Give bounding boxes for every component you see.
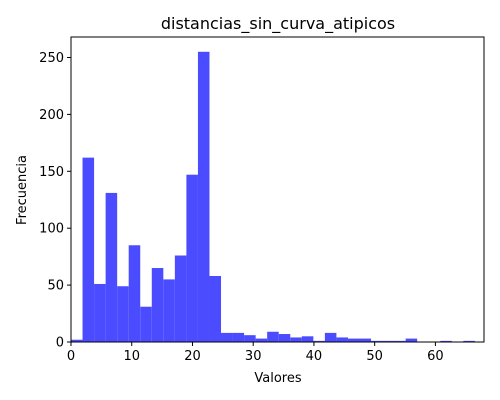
histogram-bar-20 (302, 336, 314, 342)
chart-title: distancias_sin_curva_atipicos (161, 14, 395, 34)
histogram-bar-5 (129, 245, 141, 342)
y-axis-label: Frecuencia (15, 155, 30, 225)
histogram-bar-19 (290, 337, 302, 342)
histogram-bar-4 (117, 286, 129, 342)
histogram-bar-25 (359, 339, 371, 342)
x-tick-label: 40 (306, 349, 323, 364)
histogram-bar-3 (106, 193, 118, 342)
histogram-bar-12 (209, 276, 221, 342)
y-tick-label: 150 (39, 165, 64, 180)
x-axis-label: Valores (254, 371, 301, 386)
histogram-bar-14 (233, 333, 245, 342)
histogram-bar-8 (163, 279, 175, 342)
histogram-bar-22 (325, 333, 337, 342)
x-tick-label: 0 (67, 349, 75, 364)
histogram-bar-2 (94, 284, 106, 342)
bars-group (71, 52, 475, 342)
x-axis-ticks: 0 10 20 30 40 50 60 (67, 342, 444, 364)
y-tick-label: 100 (39, 222, 64, 237)
histogram-bar-17 (267, 332, 279, 342)
y-tick-label: 200 (39, 108, 64, 123)
x-tick-label: 60 (427, 349, 444, 364)
x-tick-label: 30 (245, 349, 262, 364)
histogram-bar-18 (279, 334, 291, 342)
y-tick-label: 50 (47, 279, 64, 294)
histogram-bar-1 (83, 158, 95, 342)
histogram-bar-11 (198, 52, 210, 342)
x-tick-label: 50 (366, 349, 383, 364)
histogram-bar-24 (348, 339, 360, 342)
histogram-bar-16 (256, 339, 268, 342)
histogram-bar-29 (406, 339, 418, 342)
histogram-bar-23 (336, 337, 348, 342)
histogram-bar-9 (175, 256, 187, 342)
histogram-bar-7 (152, 268, 164, 342)
histogram-bar-13 (221, 333, 233, 342)
histogram-bar-15 (244, 335, 256, 342)
x-tick-label: 10 (123, 349, 140, 364)
y-tick-label: 250 (39, 51, 64, 66)
y-tick-label: 0 (56, 336, 64, 351)
x-tick-label: 20 (184, 349, 201, 364)
y-axis-ticks: 0 50 100 150 200 250 (39, 51, 71, 351)
histogram-bar-10 (186, 175, 198, 342)
histogram-bar-6 (140, 307, 152, 342)
